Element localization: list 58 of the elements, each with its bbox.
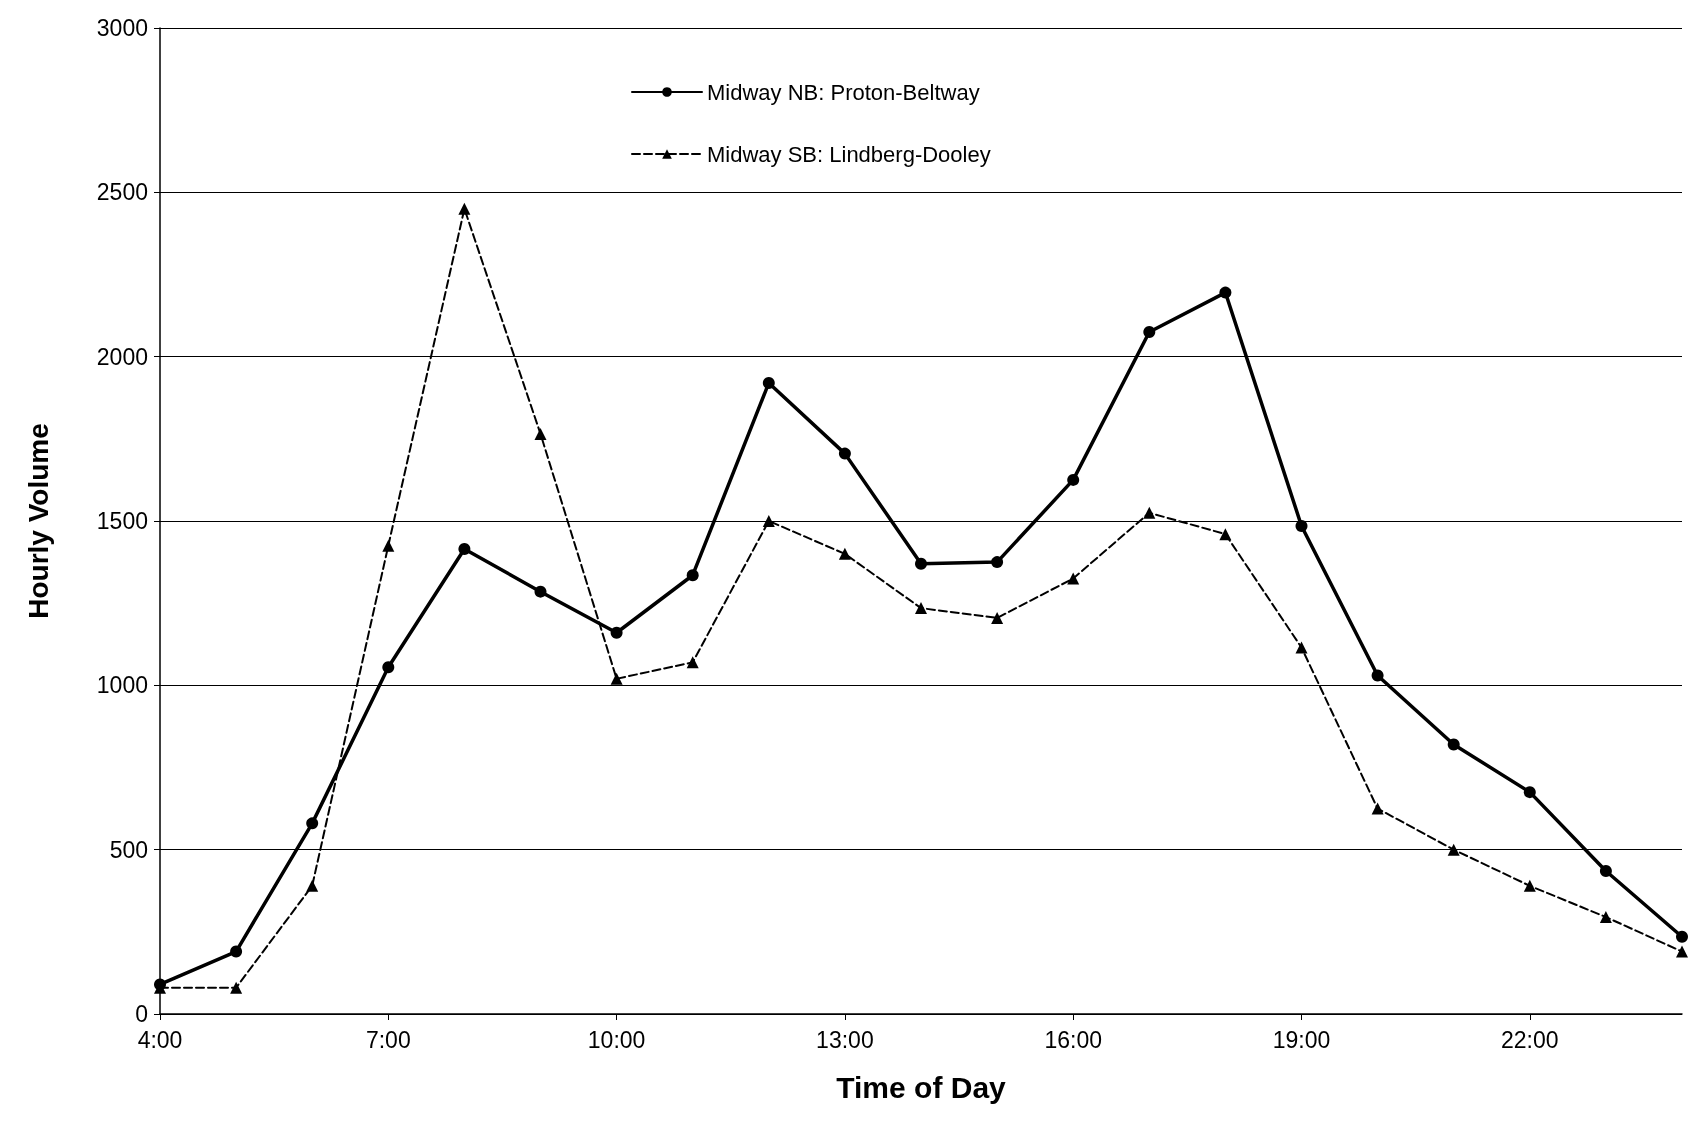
y-tick-label: 0 <box>135 1001 148 1027</box>
point <box>610 626 623 639</box>
point <box>1219 286 1232 299</box>
y-tick-label: 500 <box>109 836 148 863</box>
point <box>1067 473 1080 486</box>
point <box>1143 326 1156 339</box>
point <box>382 661 395 674</box>
legend-label: Midway NB: Proton-Beltway <box>707 79 980 105</box>
point <box>915 602 927 615</box>
point <box>1523 786 1536 799</box>
x-tick-label: 10:00 <box>587 1026 646 1053</box>
y-tick-label: 2000 <box>96 343 148 370</box>
point <box>610 672 623 685</box>
y-axis-title: Hourly Volume <box>22 423 54 619</box>
point <box>1676 930 1688 943</box>
point <box>1447 738 1460 751</box>
point <box>458 202 471 215</box>
point <box>1219 528 1232 541</box>
point <box>534 585 547 598</box>
y-tick-label: 2500 <box>96 179 148 206</box>
legend-label: Midway SB: Lindberg-Dooley <box>707 141 991 167</box>
x-tick-label: 4:00 <box>137 1026 183 1053</box>
point <box>230 945 243 958</box>
point <box>534 427 547 440</box>
point <box>1599 865 1612 878</box>
point <box>686 569 699 582</box>
point <box>1676 945 1688 958</box>
point <box>838 547 851 560</box>
x-tick-label: 7:00 <box>365 1026 411 1053</box>
point <box>1371 669 1384 682</box>
point <box>762 376 775 389</box>
point <box>1067 572 1080 585</box>
y-tick-label: 1500 <box>96 508 148 534</box>
point <box>1447 843 1460 856</box>
point <box>306 879 319 892</box>
point <box>458 542 471 555</box>
point <box>1295 641 1308 654</box>
x-tick-label: 16:00 <box>1044 1026 1102 1053</box>
point <box>382 539 395 552</box>
y-tick-label: 1000 <box>96 672 148 699</box>
x-tick-label: 22:00 <box>1501 1026 1559 1053</box>
y-tick-label: 3000 <box>96 15 148 41</box>
point <box>915 557 927 570</box>
point <box>991 556 1004 569</box>
point <box>762 515 775 527</box>
point <box>1523 879 1536 892</box>
point <box>1143 506 1156 519</box>
point <box>1599 911 1612 924</box>
x-axis-title: Time of Day <box>836 1070 1007 1104</box>
point <box>991 611 1004 624</box>
point <box>230 981 243 994</box>
x-tick-label: 19:00 <box>1272 1026 1331 1053</box>
point <box>686 656 699 669</box>
point <box>306 817 319 830</box>
x-tick-label: 13:00 <box>816 1026 874 1053</box>
point <box>1295 519 1308 532</box>
point <box>838 447 851 460</box>
point <box>1371 802 1384 815</box>
